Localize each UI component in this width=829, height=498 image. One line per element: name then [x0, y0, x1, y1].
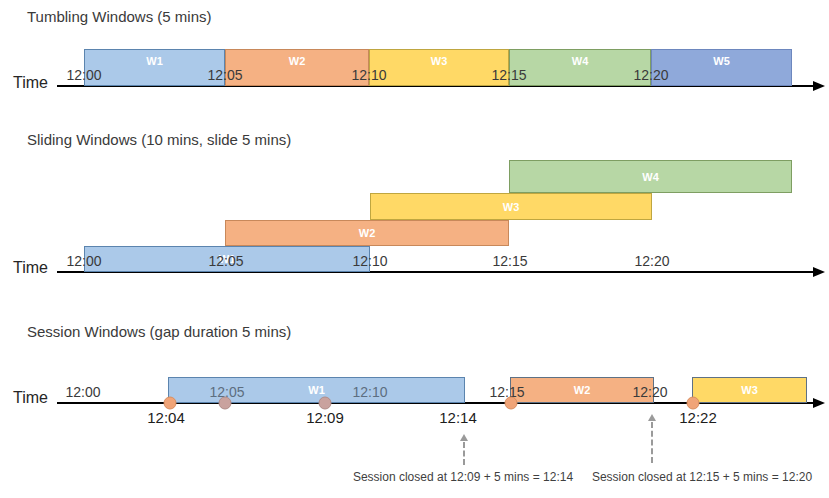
sliding-window-w3: W3 — [370, 193, 652, 220]
window-label: W2 — [289, 55, 306, 67]
sliding-time-axis-label: Time — [13, 259, 48, 277]
axis-arrow-icon — [813, 398, 825, 408]
tick-label: 12:20 — [634, 253, 669, 270]
tick-label: 12:00 — [66, 253, 101, 270]
tick-label: 12:15 — [492, 253, 527, 270]
sliding-window-w2: W2 — [225, 220, 509, 246]
event-time-label: 12:09 — [306, 409, 344, 426]
tick-label: 12:00 — [66, 67, 101, 84]
window-label: W3 — [741, 384, 758, 396]
axis-time-label: 12:20 — [632, 384, 667, 401]
event-dot — [164, 397, 177, 410]
tick-label: 12:05 — [208, 253, 243, 270]
axis-time-label: 12:10 — [352, 384, 387, 401]
session-closed-caption: Session closed at 12:09 + 5 mins = 12:14 — [353, 470, 573, 484]
sliding-window-w4: W4 — [509, 160, 792, 193]
tick-label: 12:15 — [491, 67, 526, 84]
tick-label: 12:10 — [352, 253, 387, 270]
tumbling-time-axis-label: Time — [13, 74, 48, 92]
event-dot — [687, 397, 700, 410]
tick-label: 12:20 — [633, 67, 668, 84]
tumbling-section-title: Tumbling Windows (5 mins) — [27, 8, 212, 25]
axis-arrow-icon — [813, 267, 825, 277]
axis-time-label: 12:00 — [65, 384, 100, 401]
axis-arrow-icon — [813, 81, 825, 91]
window-label: W3 — [431, 55, 448, 67]
event-dot — [505, 397, 518, 410]
tumbling-window-w2: W2 — [225, 49, 369, 86]
up-arrow-icon — [648, 414, 656, 421]
window-label: W4 — [642, 171, 659, 183]
window-label: W1 — [146, 55, 163, 67]
tumbling-window-w5: W5 — [651, 49, 792, 86]
window-label: W2 — [574, 384, 591, 396]
tick-label: 12:10 — [351, 67, 386, 84]
window-label: W5 — [713, 55, 730, 67]
event-time-label: 12:22 — [679, 409, 717, 426]
tumbling-window-w1: W1 — [84, 49, 225, 86]
session-closed-caption: Session closed at 12:15 + 5 mins = 12:20 — [592, 470, 812, 484]
event-dot — [319, 397, 332, 410]
up-arrow-icon — [460, 434, 468, 441]
sliding-section-title: Sliding Windows (10 mins, slide 5 mins) — [27, 131, 291, 148]
window-label: W3 — [503, 201, 520, 213]
session-section-title: Session Windows (gap duration 5 mins) — [27, 323, 291, 340]
windowing-strategies-diagram: Tumbling Windows (5 mins) Time W1 W2 W3 … — [0, 0, 829, 498]
dashed-connector — [651, 422, 653, 463]
window-label: W2 — [359, 227, 376, 239]
tumbling-window-w3: W3 — [369, 49, 509, 86]
tick-label: 12:05 — [207, 67, 242, 84]
session-window-w3: W3 — [692, 377, 807, 403]
event-time-label: 12:04 — [147, 409, 185, 426]
tumbling-window-w4: W4 — [509, 49, 651, 86]
session-time-axis-label: Time — [13, 389, 48, 407]
event-time-label: 12:14 — [439, 409, 477, 426]
window-label: W1 — [308, 384, 325, 396]
window-label: W4 — [572, 55, 589, 67]
event-dot — [219, 397, 232, 410]
dashed-connector — [463, 442, 465, 465]
